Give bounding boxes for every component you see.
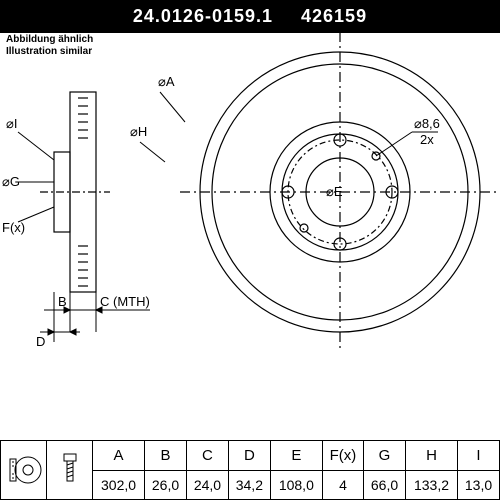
label-diaA: ⌀A	[158, 74, 175, 89]
label-C: C (MTH)	[100, 294, 150, 309]
dim-leaders-left	[18, 92, 185, 222]
spec-table: A B C D E F(x) G H I 302,0 26,0 24,0 34,…	[0, 440, 500, 500]
label-diaI: ⌀I	[6, 116, 17, 131]
disc-icon	[4, 450, 44, 490]
technical-drawing: ⌀I ⌀G F(x) ⌀H ⌀A ⌀E ⌀8,6 2x B D C (MTH)	[0, 32, 500, 380]
label-diaE: ⌀E	[326, 184, 343, 199]
val-I: 13,0	[458, 471, 500, 500]
val-E: 108,0	[270, 471, 322, 500]
col-F: F(x)	[322, 441, 363, 471]
col-H: H	[405, 441, 457, 471]
col-G: G	[364, 441, 406, 471]
col-C: C	[186, 441, 228, 471]
disc-icon-cell	[1, 441, 47, 500]
bolt-icon-cell	[47, 441, 93, 500]
label-hole: ⌀8,6	[414, 116, 440, 131]
table-header-row: A B C D E F(x) G H I	[1, 441, 500, 471]
val-D: 34,2	[228, 471, 270, 500]
label-hole-count: 2x	[420, 132, 434, 147]
part-number: 24.0126-0159.1	[133, 6, 273, 26]
side-profile	[40, 92, 110, 292]
val-G: 66,0	[364, 471, 406, 500]
col-B: B	[145, 441, 187, 471]
label-B: B	[58, 294, 67, 309]
val-F: 4	[322, 471, 363, 500]
short-number: 426159	[301, 6, 367, 26]
header-bar: 24.0126-0159.1 426159	[0, 0, 500, 33]
val-A: 302,0	[93, 471, 145, 500]
col-E: E	[270, 441, 322, 471]
label-Fx: F(x)	[2, 220, 25, 235]
val-H: 133,2	[405, 471, 457, 500]
col-A: A	[93, 441, 145, 471]
col-I: I	[458, 441, 500, 471]
col-D: D	[228, 441, 270, 471]
val-C: 24,0	[186, 471, 228, 500]
label-D: D	[36, 334, 45, 349]
label-diaG: ⌀G	[2, 174, 20, 189]
val-B: 26,0	[145, 471, 187, 500]
label-diaH: ⌀H	[130, 124, 147, 139]
bolt-icon	[54, 450, 86, 490]
